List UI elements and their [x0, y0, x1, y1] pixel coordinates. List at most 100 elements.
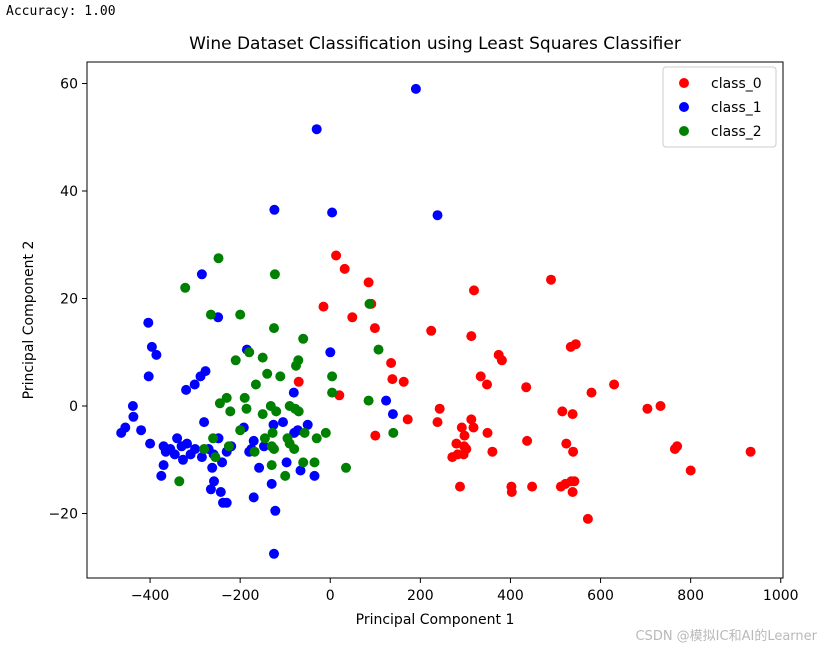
y-tick-label: 0 [69, 399, 78, 415]
x-tick-label: −200 [221, 588, 259, 604]
point-class_2-26 [271, 406, 282, 417]
point-class_2-19 [214, 398, 225, 409]
point-class_1-50 [278, 417, 288, 428]
point-class_1-61 [205, 484, 216, 495]
point-class_2-39 [259, 433, 270, 444]
point-class_1-57 [158, 460, 169, 471]
point-class_2-48 [298, 457, 309, 468]
point-class_1-35 [190, 444, 201, 454]
point-class_1-13 [195, 371, 206, 382]
point-class_0-61 [455, 481, 465, 492]
x-tick-label: 0 [326, 588, 335, 604]
x-tick-label: 200 [407, 588, 434, 604]
point-class_2-42 [289, 444, 300, 454]
point-class_2-40 [267, 427, 278, 438]
point-class_1-60 [207, 462, 218, 473]
point-class_2-46 [266, 460, 277, 471]
point-class_0-5 [347, 312, 358, 323]
point-class_0-31 [468, 422, 479, 433]
point-class_0-49 [669, 444, 680, 454]
point-class_2-51 [341, 462, 351, 473]
x-axis-ticks: −400 −200 0 200 400 600 800 1000 [131, 578, 799, 604]
point-class_2-50 [174, 476, 185, 487]
x-tick-label: 600 [587, 588, 614, 604]
point-class_0-7 [386, 358, 397, 368]
point-class_2-5 [269, 323, 279, 334]
point-class_0-15 [469, 285, 479, 296]
point-class_1-47 [254, 462, 265, 473]
point-class_2-33 [269, 444, 279, 454]
point-class_2-13 [293, 355, 304, 366]
point-class_0-8 [398, 376, 409, 387]
point-class_2-22 [239, 392, 250, 403]
legend-marker-class_1 [679, 102, 689, 112]
point-class_0-2 [363, 277, 374, 288]
point-class_1-67 [266, 478, 277, 489]
point-class_1-10 [325, 347, 336, 358]
point-class_0-19 [475, 371, 486, 382]
point-class_2-30 [363, 395, 374, 406]
point-class_2-53 [210, 452, 221, 463]
point-class_1-66 [248, 492, 259, 503]
point-class_1-15 [181, 384, 192, 395]
point-class_1-69 [269, 548, 279, 559]
point-class_2-4 [235, 309, 246, 320]
point-class_1-3 [269, 204, 280, 215]
point-class_0-16 [466, 331, 477, 342]
point-class_1-31 [172, 433, 183, 444]
point-class_1-9 [151, 349, 162, 360]
point-class_0-54 [527, 481, 538, 492]
point-class_0-39 [447, 452, 458, 463]
point-class_0-59 [567, 487, 578, 497]
x-tick-label: 800 [677, 588, 704, 604]
point-class_1-8 [146, 341, 157, 352]
point-class_1-0 [410, 83, 421, 94]
point-class_2-15 [275, 371, 286, 382]
point-class_1-62 [209, 476, 219, 487]
point-class_1-49 [268, 419, 279, 430]
point-class_1-55 [302, 419, 313, 430]
console-output: Accuracy: 1.00 [6, 4, 116, 19]
point-class_1-63 [215, 487, 226, 497]
point-class_0-14 [426, 325, 437, 336]
point-class_2-0 [213, 253, 224, 264]
y-tick-label: 60 [60, 77, 78, 93]
csdn-watermark: CSDN @模拟IC和AI的Learner [635, 629, 817, 644]
point-class_1-19 [381, 395, 392, 406]
point-class_2-43 [299, 427, 310, 438]
point-class_2-45 [320, 427, 331, 438]
point-class_0-47 [568, 446, 579, 457]
point-class_2-18 [250, 379, 261, 390]
point-class_1-48 [259, 441, 269, 452]
point-class_1-16 [143, 371, 154, 382]
point-class_2-11 [257, 352, 268, 363]
point-class_0-58 [569, 476, 580, 487]
point-class_2-16 [327, 371, 338, 382]
point-class_0-6 [369, 323, 380, 334]
legend: class_0 class_1 class_2 [662, 66, 777, 148]
point-class_1-36 [196, 452, 207, 463]
y-axis-ticks: −20 0 20 40 60 [48, 77, 87, 523]
chart-title: Wine Dataset Classification using Least … [189, 34, 681, 54]
point-class_1-18 [288, 387, 299, 398]
point-class_0-21 [521, 382, 532, 393]
point-class_1-51 [281, 457, 292, 468]
point-class_0-29 [456, 422, 467, 433]
point-class_0-9 [293, 376, 304, 387]
point-class_2-14 [262, 368, 273, 379]
point-class_1-22 [128, 411, 139, 422]
point-class_2-24 [257, 409, 268, 420]
legend-marker-class_0 [679, 78, 689, 88]
point-class_0-42 [557, 406, 568, 417]
point-class_1-24 [120, 422, 131, 433]
point-class_0-4 [318, 301, 329, 312]
point-class_2-1 [180, 282, 191, 293]
legend-label-class_0: class_0 [711, 76, 762, 92]
point-class_2-44 [311, 433, 322, 444]
point-class_1-58 [156, 470, 167, 481]
point-class_0-24 [570, 339, 581, 350]
point-class_1-2 [432, 210, 443, 221]
point-class_2-35 [208, 433, 219, 444]
point-class_1-14 [189, 379, 200, 390]
point-class_2-47 [280, 470, 291, 481]
